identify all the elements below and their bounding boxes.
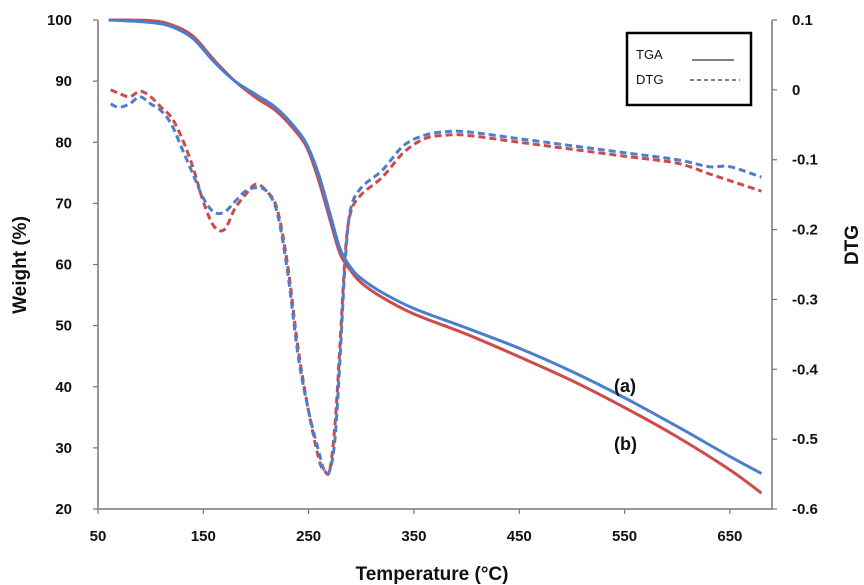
x-tick-label: 650 xyxy=(717,528,742,545)
legend-label-dtg: DTG xyxy=(636,72,663,87)
x-axis-title: Temperature (°C) xyxy=(356,564,509,585)
x-tick-label: 450 xyxy=(507,528,532,545)
x-tick-label: 250 xyxy=(296,528,321,545)
axes: 50 150 250 350 450 550 650 20 30 40 50 60 70 80 90 100 0… xyxy=(47,12,819,545)
x-tick-label: 550 xyxy=(612,528,637,545)
y2-tick-label: -0.6 xyxy=(792,501,818,518)
series-line-tga-a xyxy=(108,18,763,475)
annotation-a: (a) xyxy=(614,376,636,396)
x-tick-label: 50 xyxy=(90,528,107,545)
y-tick-label: 100 xyxy=(47,12,72,29)
annotation-b: (b) xyxy=(614,434,637,454)
series-line-dtg-a xyxy=(109,95,762,476)
y2-tick-label: -0.3 xyxy=(792,291,818,308)
y-tick-label: 20 xyxy=(55,501,72,518)
y2-tick-label: -0.5 xyxy=(792,431,818,448)
y-tick-label: 30 xyxy=(55,440,72,457)
legend: TGA DTG xyxy=(625,31,753,107)
y2-tick-label: -0.1 xyxy=(792,152,818,169)
y2-tick-label: -0.2 xyxy=(792,222,818,239)
series-layer xyxy=(108,18,763,495)
y2-tick-label: 0.1 xyxy=(792,12,813,29)
y-tick-label: 40 xyxy=(55,379,72,396)
legend-label-tga: TGA xyxy=(636,47,663,62)
legend-box xyxy=(625,31,753,107)
y-tick-label: 80 xyxy=(55,134,72,151)
y-tick-label: 60 xyxy=(55,257,72,274)
y-axis-title: Weight (%) xyxy=(10,216,31,314)
y-tick-label: 90 xyxy=(55,73,72,90)
y-tick-label: 70 xyxy=(55,195,72,212)
y2-tick-label: 0 xyxy=(792,82,800,99)
x-tick-label: 350 xyxy=(401,528,426,545)
y-tick-label: 50 xyxy=(55,318,72,335)
y2-axis-title: DTG xyxy=(842,225,863,265)
x-tick-label: 150 xyxy=(191,528,216,545)
y2-tick-label: -0.4 xyxy=(792,361,819,378)
